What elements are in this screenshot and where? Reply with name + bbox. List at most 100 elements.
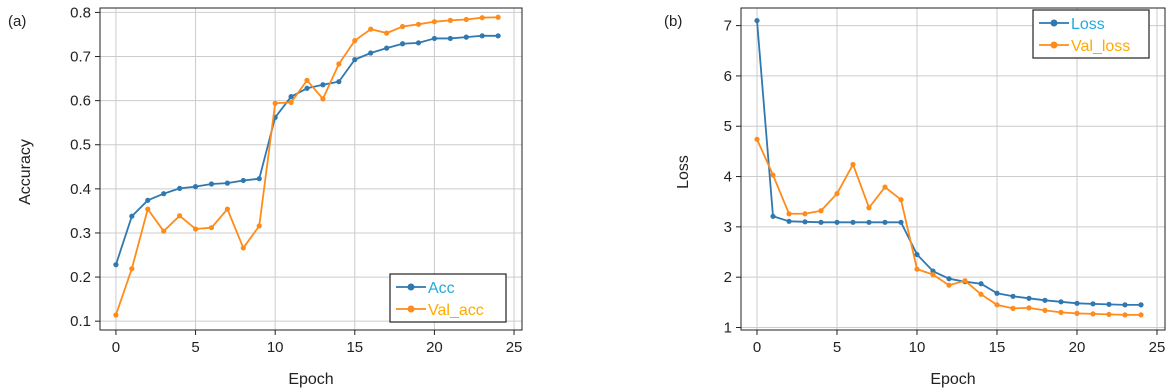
data-point xyxy=(368,50,374,56)
data-point xyxy=(818,208,824,214)
y-tick-label: 0.1 xyxy=(70,313,91,330)
legend-item: Val_acc xyxy=(396,302,484,319)
x-tick-label: 5 xyxy=(191,339,199,356)
y-tick-label: 5 xyxy=(724,118,732,135)
x-tick-label: 5 xyxy=(833,339,841,356)
data-point xyxy=(930,272,936,278)
data-point xyxy=(431,35,438,42)
x-tick-label: 15 xyxy=(346,339,363,356)
data-point xyxy=(834,191,840,197)
data-point xyxy=(495,14,501,20)
x-axis-title-b: Epoch xyxy=(930,371,975,388)
legend-item: Acc xyxy=(396,280,455,297)
data-point xyxy=(384,45,390,51)
data-point xyxy=(113,262,119,268)
data-point xyxy=(447,17,453,23)
data-point xyxy=(240,177,246,184)
y-tick-label: 0.8 xyxy=(70,4,91,21)
x-tick-label: 25 xyxy=(506,339,523,356)
series-line xyxy=(115,16,499,316)
y-tick-label: 3 xyxy=(724,219,732,236)
data-point xyxy=(161,191,167,197)
data-point xyxy=(161,228,167,234)
data-point xyxy=(463,16,469,23)
data-point xyxy=(1010,293,1016,299)
data-point xyxy=(463,34,469,40)
legend-marker xyxy=(1050,19,1058,27)
data-point xyxy=(272,100,278,106)
data-point xyxy=(415,21,422,27)
data-point xyxy=(866,205,872,211)
data-point xyxy=(479,15,485,21)
legend-box xyxy=(1032,9,1150,59)
data-point xyxy=(866,219,872,225)
y-tick-label: 2 xyxy=(724,269,732,286)
data-point xyxy=(495,33,501,39)
data-point xyxy=(818,219,824,225)
x-tick-label: 15 xyxy=(989,339,1006,356)
legend-item: Loss xyxy=(1039,16,1105,33)
data-point xyxy=(304,85,310,91)
x-tick-label: 20 xyxy=(426,339,443,356)
x-tick-label: 25 xyxy=(1149,339,1166,356)
data-point xyxy=(1042,297,1048,303)
legend-label: Acc xyxy=(428,280,455,297)
data-point xyxy=(208,181,215,187)
x-tick-label: 0 xyxy=(112,339,120,356)
data-point xyxy=(1058,299,1064,305)
data-point xyxy=(834,219,840,225)
series-val-loss xyxy=(754,136,1144,318)
data-point xyxy=(145,206,151,212)
data-point xyxy=(1058,309,1064,315)
data-point xyxy=(320,96,326,102)
data-point xyxy=(192,184,199,190)
data-point xyxy=(802,211,808,217)
legend-marker xyxy=(407,283,415,291)
data-point xyxy=(1026,305,1032,311)
y-tick-label: 0.2 xyxy=(70,269,91,286)
data-point xyxy=(336,79,342,85)
y-tick-label: 0.6 xyxy=(70,93,91,110)
data-point xyxy=(962,278,968,284)
data-point xyxy=(1074,300,1080,306)
data-point xyxy=(1138,312,1144,318)
data-point xyxy=(1090,301,1096,307)
data-point xyxy=(177,213,183,219)
y-tick-label: 0.7 xyxy=(70,49,91,66)
data-point xyxy=(352,38,358,44)
data-point xyxy=(770,213,776,219)
y-tick-label: 7 xyxy=(724,18,732,35)
y-tick-label: 6 xyxy=(724,68,732,85)
series-loss xyxy=(754,17,1144,308)
ticks: 0 5 10 15 20 25 1 2 3 4 5 6 7 xyxy=(724,18,1166,356)
ticks: 0 5 10 15 20 25 0.1 0.2 0.3 0.4 0.5 0.6 0.7 0.8 xyxy=(70,4,522,356)
data-point xyxy=(754,17,760,24)
data-point xyxy=(786,211,792,217)
grid xyxy=(100,8,522,330)
chart-panel-b: (b) Epoch Loss 0 5 10 15 20 25 1 2 3 4 5 6 7 Loss Val_… xyxy=(664,7,1166,388)
data-point xyxy=(754,136,760,142)
y-tick-label: 4 xyxy=(724,169,732,186)
y-tick-label: 0.4 xyxy=(70,181,91,198)
data-point xyxy=(946,276,952,282)
x-tick-label: 10 xyxy=(909,339,926,356)
series-val-acc xyxy=(113,14,501,318)
data-point xyxy=(431,19,438,25)
data-point xyxy=(208,225,215,231)
data-point xyxy=(1122,312,1128,318)
data-point xyxy=(368,26,374,32)
data-point xyxy=(1074,310,1080,316)
data-point xyxy=(770,172,776,178)
panel-label-b: (b) xyxy=(664,13,682,30)
y-tick-label: 0.3 xyxy=(70,225,91,242)
series-line xyxy=(756,20,1141,306)
data-point xyxy=(224,180,230,186)
data-point xyxy=(129,266,135,272)
legend-label: Val_loss xyxy=(1071,38,1130,55)
data-point xyxy=(145,197,151,203)
data-point xyxy=(240,245,246,251)
data-point xyxy=(129,213,135,219)
data-point xyxy=(224,206,230,212)
data-point xyxy=(288,99,294,105)
